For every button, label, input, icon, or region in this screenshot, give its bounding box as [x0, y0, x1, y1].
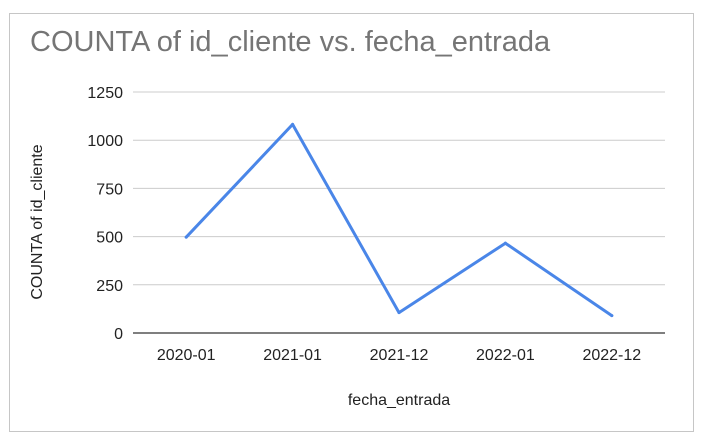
- y-tick-labels: 0 250 500 750 1000 1250: [87, 85, 123, 343]
- y-tick-label: 1250: [87, 85, 123, 102]
- x-axis-label: fecha_entrada: [347, 392, 451, 409]
- y-tick-label: 1000: [87, 133, 123, 150]
- y-tick-label: 250: [96, 278, 123, 295]
- x-tick-label: 2021-12: [370, 347, 429, 364]
- grid-lines: [133, 91, 665, 334]
- y-tick-label: 500: [96, 230, 123, 247]
- series-line: [184, 122, 614, 318]
- chart-frame: [9, 13, 694, 432]
- x-tick-labels: 2020-01 2021-01 2021-12 2022-01 2022-12: [157, 347, 641, 364]
- data-point: [184, 235, 188, 239]
- data-point: [610, 314, 614, 318]
- data-point: [397, 311, 401, 315]
- data-point: [503, 241, 507, 245]
- y-tick-label: 750: [96, 181, 123, 198]
- y-tick-label: 0: [114, 326, 123, 343]
- data-point: [291, 122, 295, 126]
- series-layer: [184, 122, 614, 318]
- chart-title: COUNTA of id_cliente vs. fecha_entrada: [30, 26, 551, 58]
- x-tick-label: 2022-01: [476, 347, 535, 364]
- x-tick-label: 2020-01: [157, 347, 216, 364]
- x-tick-label: 2022-12: [582, 347, 641, 364]
- x-tick-label: 2021-01: [263, 347, 322, 364]
